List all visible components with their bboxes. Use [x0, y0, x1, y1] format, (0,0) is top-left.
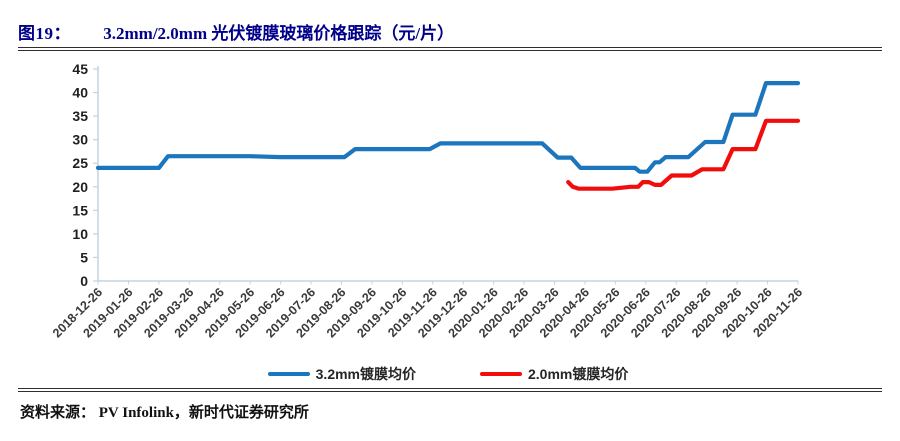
figure-label: 图19：	[18, 24, 71, 43]
y-tick-label: 35	[72, 108, 88, 124]
legend-item-20mm: 2.0mm镀膜均价	[480, 364, 628, 384]
source-text: PV Infolink，新时代证券研究所	[98, 405, 309, 421]
legend-item-32mm: 3.2mm镀膜均价	[267, 364, 416, 384]
source-line: 资料来源： PV Infolink，新时代证券研究所	[20, 401, 309, 422]
figure-header: 图19： 3.2mm/2.0mm 光伏镀膜玻璃价格跟踪（元/片）	[18, 19, 454, 44]
y-tick-label: 20	[72, 179, 88, 195]
legend-label-20mm: 2.0mm镀膜均价	[528, 366, 629, 382]
y-tick-label: 30	[72, 132, 88, 148]
source-label: 资料来源：	[20, 405, 96, 421]
y-tick-label: 15	[72, 202, 88, 218]
legend-label-32mm: 3.2mm镀膜均价	[315, 366, 416, 382]
series-line-32mm	[95, 80, 801, 174]
y-tick-label: 5	[80, 249, 88, 265]
y-tick-label: 0	[80, 273, 88, 289]
legend-swatch-20mm	[480, 371, 522, 377]
y-tick-label: 10	[72, 226, 88, 242]
y-tick-label: 40	[72, 85, 88, 101]
legend-swatch-32mm	[267, 371, 310, 377]
header-rule	[18, 47, 882, 51]
y-tick-label: 45	[72, 61, 88, 77]
y-tick-label: 25	[72, 155, 88, 171]
footer-rule	[18, 388, 882, 392]
series-line-20mm	[566, 118, 801, 191]
chart-title: 3.2mm/2.0mm 光伏镀膜玻璃价格跟踪（元/片）	[103, 24, 455, 43]
chart-legend: 3.2mm镀膜均价 2.0mm镀膜均价	[98, 364, 798, 384]
